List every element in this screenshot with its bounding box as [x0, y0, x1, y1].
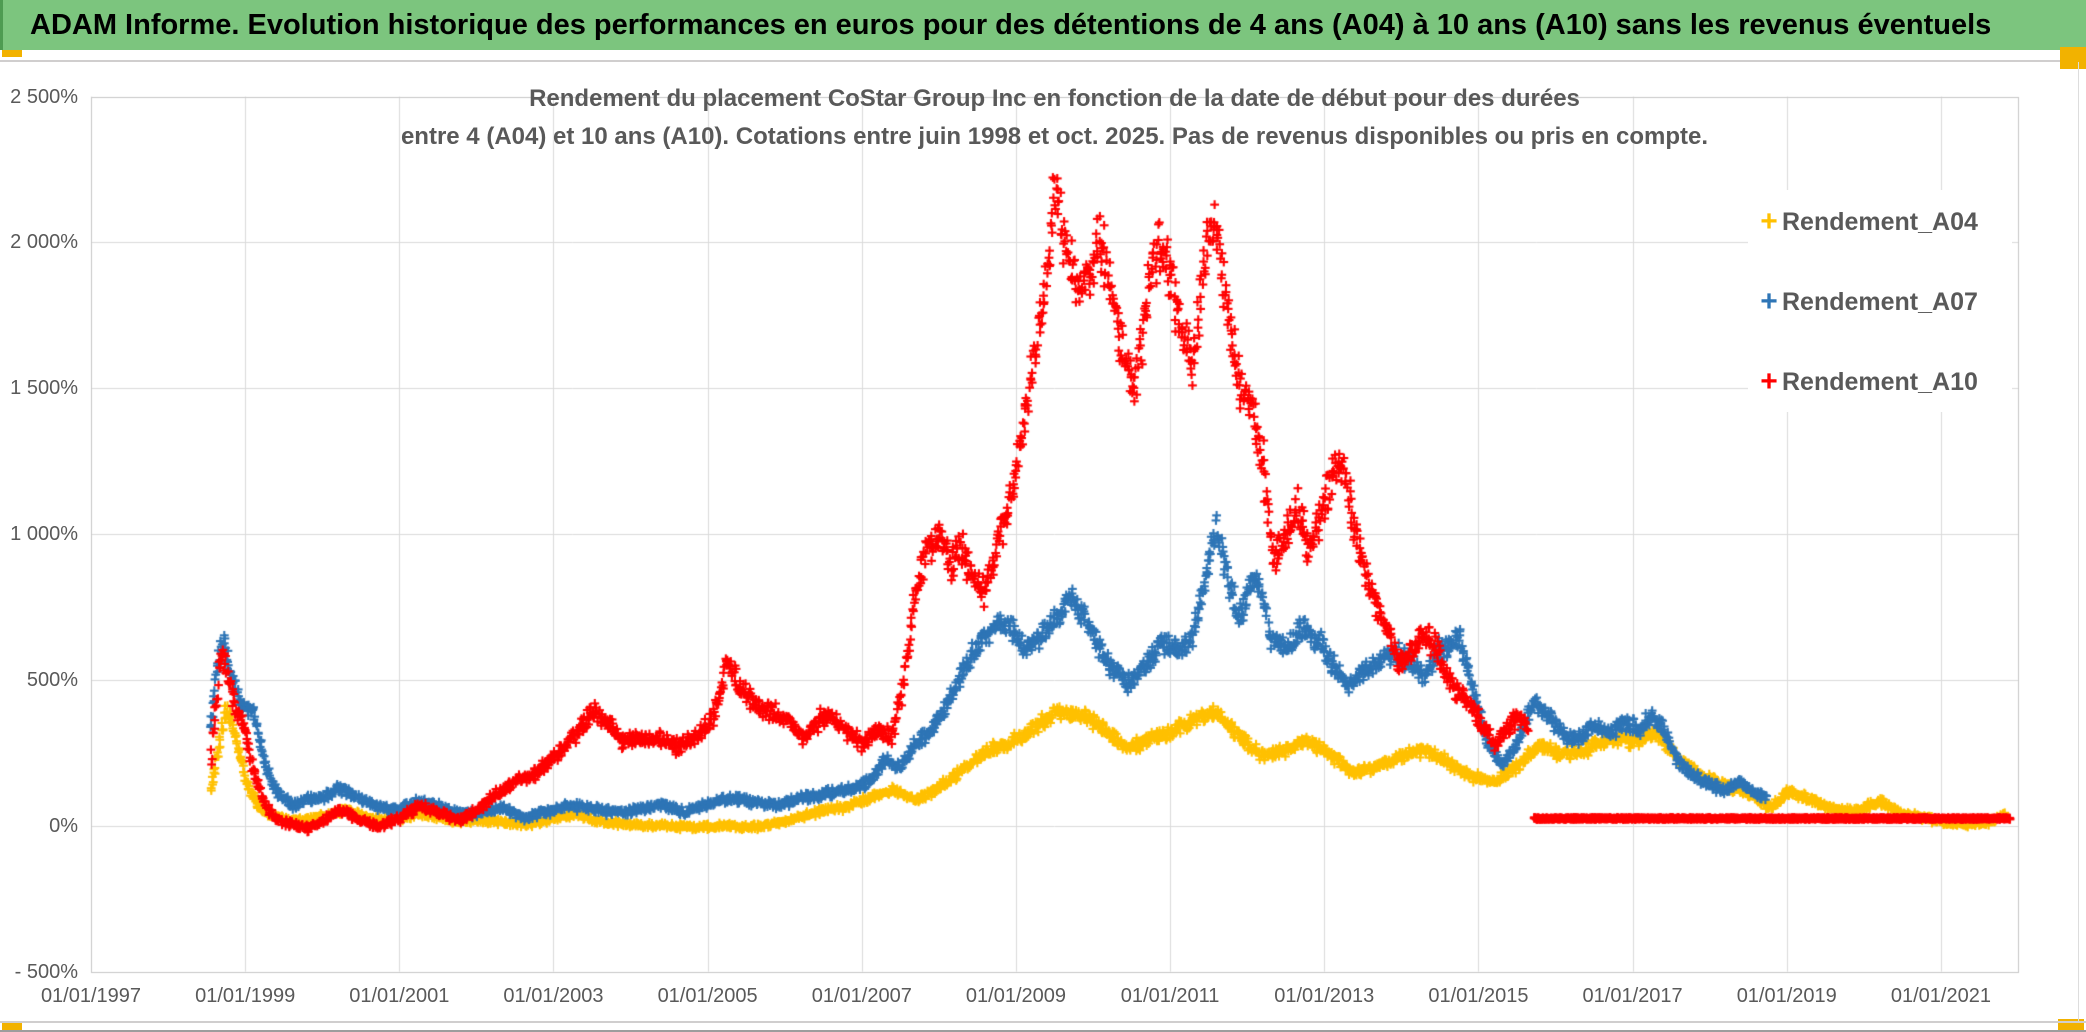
y-tick-label: 2 500% [10, 85, 78, 108]
y-tick-label: - 500% [14, 960, 78, 983]
bottom-separator [0, 1021, 2086, 1023]
x-tick-label: 01/01/2003 [503, 985, 604, 1007]
x-tick-label: 01/01/2017 [1582, 985, 1683, 1007]
y-tick-label: 1 500% [10, 377, 78, 400]
x-tick-label: 01/01/2015 [1428, 985, 1529, 1007]
legend-item-rendement-a07: + Rendement_A07 [1756, 284, 1978, 320]
legend-item-rendement-a04: + Rendement_A04 [1756, 204, 1978, 240]
x-tick-label: 01/01/2021 [1890, 985, 1991, 1007]
x-tick-label: 01/01/1997 [40, 985, 142, 1007]
x-tick-label: 01/01/1999 [195, 985, 296, 1007]
chart-title-line1: Rendement du placement CoStar Group Inc … [529, 85, 1580, 112]
y-tick-label: 0% [49, 814, 78, 837]
legend [1748, 190, 2012, 412]
plus-marker-icon: + [1760, 365, 1778, 398]
legend-label: Rendement_A10 [1782, 367, 1978, 396]
x-tick-label: 01/01/2009 [965, 985, 1066, 1007]
legend-item-rendement-a10: + Rendement_A10 [1756, 364, 1978, 400]
x-tick-label: 01/01/2005 [657, 985, 758, 1007]
y-tick-label: 500% [26, 668, 78, 691]
plus-marker-icon: + [1760, 205, 1778, 238]
x-tick-label: 01/01/2019 [1736, 985, 1837, 1007]
x-tick-label: 01/01/2013 [1274, 985, 1375, 1007]
chart-object-border [2078, 62, 2079, 1021]
bottom-edge-line [0, 1030, 2086, 1032]
y-tick-label: 2 000% [10, 231, 78, 254]
y-tick-label: 1 000% [10, 523, 78, 546]
x-tick-label: 01/01/2001 [349, 985, 450, 1007]
x-tick-label: 01/01/2007 [811, 985, 912, 1007]
legend-label: Rendement_A04 [1782, 207, 1978, 236]
chart-title-line2: entre 4 (A04) et 10 ans (A10). Cotations… [400, 123, 1709, 150]
x-tick-label: 01/01/2011 [1120, 985, 1220, 1007]
plus-marker-icon: + [1760, 285, 1778, 318]
legend-label: Rendement_A07 [1782, 287, 1978, 316]
